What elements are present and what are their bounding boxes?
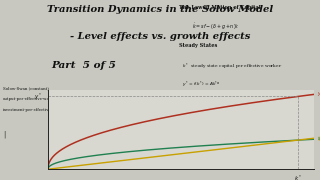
Text: Solow-Swan (constant): Solow-Swan (constant) — [3, 86, 49, 90]
Text: $(g + n + \delta)k$: $(g + n + \delta)k$ — [317, 134, 320, 143]
Text: $y^* = f(k^*) = Ak^{*a}$: $y^* = f(k^*) = Ak^{*a}$ — [182, 79, 220, 89]
Text: The Law of Motion of Capital: The Law of Motion of Capital — [179, 5, 261, 10]
Text: investment-per-effective-worker: investment-per-effective-worker — [3, 108, 68, 112]
Text: $y = f(k) = Ak^a$: $y = f(k) = Ak^a$ — [317, 90, 320, 99]
Text: Part  5 of 5: Part 5 of 5 — [51, 61, 116, 70]
Text: $y^*$: $y^*$ — [35, 91, 43, 102]
Text: Steady States: Steady States — [179, 43, 218, 48]
Text: - Level effects vs. growth effects: - Level effects vs. growth effects — [70, 32, 250, 41]
Text: Transition Dynamics in the Solow Model: Transition Dynamics in the Solow Model — [47, 5, 273, 14]
Text: $k^*$: $k^*$ — [294, 174, 302, 180]
Text: $s_f = sy = sAk^a$: $s_f = sy = sAk^a$ — [317, 135, 320, 144]
Text: $\dot{k} = sf - (\delta + g + n)k$: $\dot{k} = sf - (\delta + g + n)k$ — [192, 22, 240, 32]
Text: output-per-effective-worker: output-per-effective-worker — [3, 97, 59, 101]
Text: |: | — [3, 131, 5, 139]
Text: $k^*$  steady state capital per effective worker: $k^*$ steady state capital per effective… — [182, 61, 283, 71]
